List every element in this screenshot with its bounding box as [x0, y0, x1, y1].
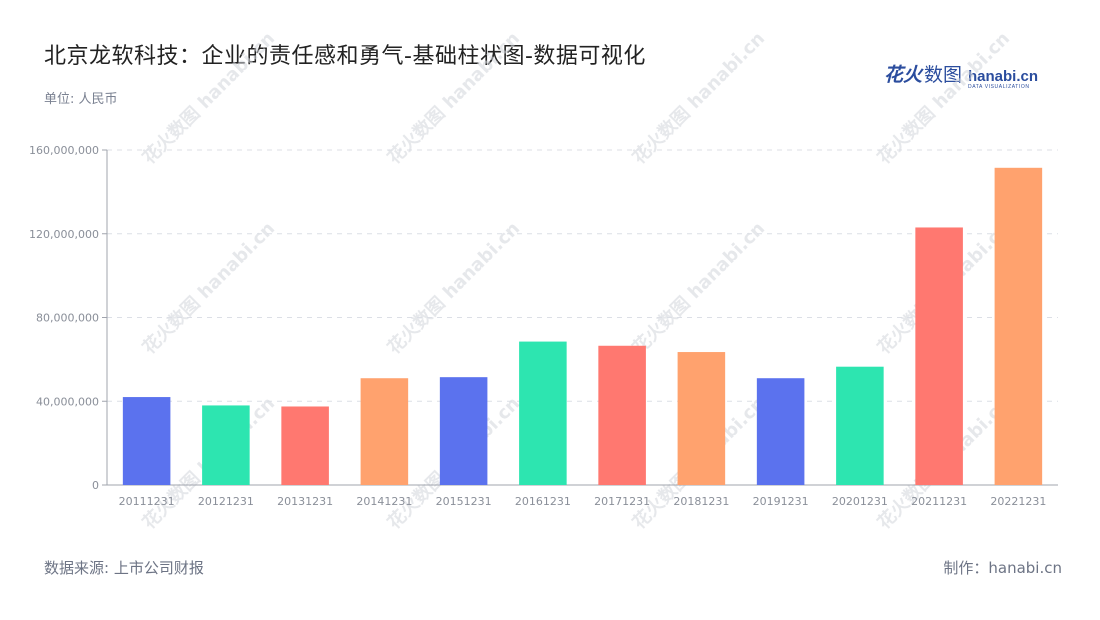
x-tick-label: 20141231 — [356, 495, 412, 508]
watermark: 花火数图 hanabi.cn — [628, 217, 769, 358]
x-tick-label: 20121231 — [198, 495, 254, 508]
unit-label: 单位: 人民币 — [44, 92, 118, 107]
watermark: 花火数图 hanabi.cn — [628, 27, 769, 168]
x-tick-label: 20221231 — [990, 495, 1046, 508]
bar — [756, 378, 805, 485]
watermark: 花火数图 hanabi.cn — [383, 217, 524, 358]
bar — [202, 405, 250, 485]
chart-title: 北京龙软科技：企业的责任感和勇气-基础柱状图-数据可视化 — [44, 44, 646, 69]
bar — [439, 377, 488, 485]
x-tick-label: 20171231 — [594, 495, 650, 508]
watermark: 花火数图 hanabi.cn — [873, 27, 1014, 168]
y-tick-label: 0 — [92, 479, 99, 492]
logo-en-block: hanabi.cn DATA VISUALIZATION — [968, 69, 1038, 90]
bar — [598, 345, 646, 485]
bar — [994, 167, 1043, 485]
x-tick-label: 20181231 — [673, 495, 729, 508]
x-tick-label: 20211231 — [911, 495, 967, 508]
x-tick-label: 20161231 — [515, 495, 571, 508]
y-tick-label: 40,000,000 — [36, 395, 99, 408]
bar — [677, 352, 726, 485]
bar — [281, 406, 329, 485]
y-tick-label: 80,000,000 — [36, 312, 99, 325]
logo-en-sub: DATA VISUALIZATION — [967, 84, 1030, 90]
data-source: 数据来源: 上市公司财报 — [44, 559, 204, 577]
watermark: 花火数图 hanabi.cn — [383, 27, 524, 168]
x-tick-label: 20191231 — [753, 495, 809, 508]
watermark: 花火数图 hanabi.cn — [138, 27, 279, 168]
bar — [519, 341, 567, 485]
bar — [122, 397, 171, 485]
logo-cn: 花火 — [883, 64, 922, 86]
watermark: 花火数图 hanabi.cn — [138, 217, 279, 358]
y-tick-label: 160,000,000 — [29, 144, 99, 157]
x-tick-label: 20201231 — [832, 495, 888, 508]
x-tick-label: 20111231 — [119, 495, 175, 508]
bar — [915, 227, 963, 485]
x-tick-label: 20131231 — [277, 495, 333, 508]
x-tick-label: 20151231 — [436, 495, 492, 508]
bar — [836, 366, 884, 485]
bar — [360, 378, 409, 485]
hanabi-logo: 花火 数图 hanabi.cn DATA VISUALIZATION — [884, 60, 1038, 90]
y-tick-label: 120,000,000 — [29, 228, 99, 241]
maker-credit: 制作：hanabi.cn — [943, 559, 1062, 577]
logo-cn2: 数图 — [923, 64, 962, 86]
logo-en: hanabi.cn — [967, 68, 1038, 85]
